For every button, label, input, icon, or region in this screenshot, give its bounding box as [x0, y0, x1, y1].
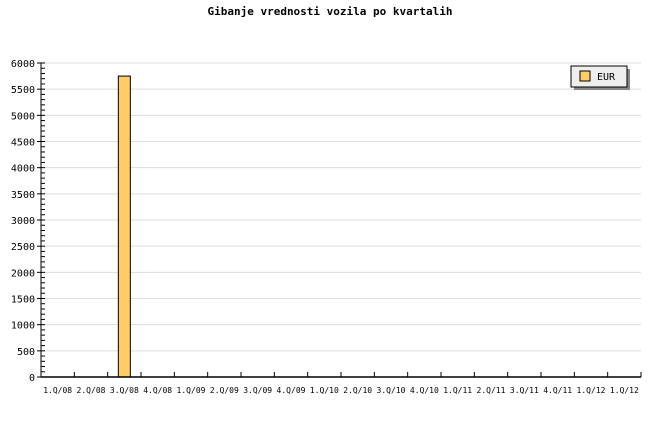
- legend-label: EUR: [597, 72, 616, 83]
- x-tick-label: 1.Q/12: [610, 386, 639, 395]
- x-tick-label: 2.Q/09: [210, 386, 239, 395]
- x-tick-label: 1.Q/11: [443, 386, 472, 395]
- legend-swatch: [579, 70, 591, 82]
- bar: [117, 75, 131, 378]
- x-tick-label: 4.Q/08: [143, 386, 172, 395]
- x-tick-label: 3.Q/08: [110, 386, 139, 395]
- x-tick-label: 4.Q/10: [410, 386, 439, 395]
- x-tick-label: 1.Q/12: [577, 386, 606, 395]
- x-tick-label: 2.Q/11: [477, 386, 506, 395]
- legend: EUR: [570, 65, 630, 90]
- y-tick-label: 3000: [11, 216, 35, 227]
- x-tick-label: 3.Q/10: [377, 386, 406, 395]
- chart-title: Gibanje vrednosti vozila po kvartalih: [207, 5, 452, 18]
- x-tick-label: 3.Q/09: [243, 386, 272, 395]
- y-tick-label: 1000: [11, 321, 35, 332]
- y-tick-label: 1500: [11, 295, 35, 306]
- x-tick-label: 1.Q/08: [43, 386, 72, 395]
- y-tick-label: 2000: [11, 268, 35, 279]
- y-tick-label: 4500: [11, 138, 35, 149]
- x-tick-label: 4.Q/11: [543, 386, 572, 395]
- x-tick-label: 1.Q/10: [310, 386, 339, 395]
- y-tick-label: 2500: [11, 242, 35, 253]
- y-tick-label: 3500: [11, 190, 35, 201]
- y-tick-label: 4000: [11, 164, 35, 175]
- x-tick-label: 2.Q/08: [77, 386, 106, 395]
- x-tick-label: 4.Q/09: [277, 386, 306, 395]
- y-tick-label: 6000: [11, 59, 35, 70]
- x-tick-label: 1.Q/09: [177, 386, 206, 395]
- x-tick-label: 2.Q/10: [343, 386, 372, 395]
- y-tick-label: 5000: [11, 111, 35, 122]
- x-tick-label: 3.Q/11: [510, 386, 539, 395]
- y-tick-label: 0: [29, 373, 35, 384]
- y-tick-label: 500: [17, 347, 35, 358]
- y-tick-label: 5500: [11, 85, 35, 96]
